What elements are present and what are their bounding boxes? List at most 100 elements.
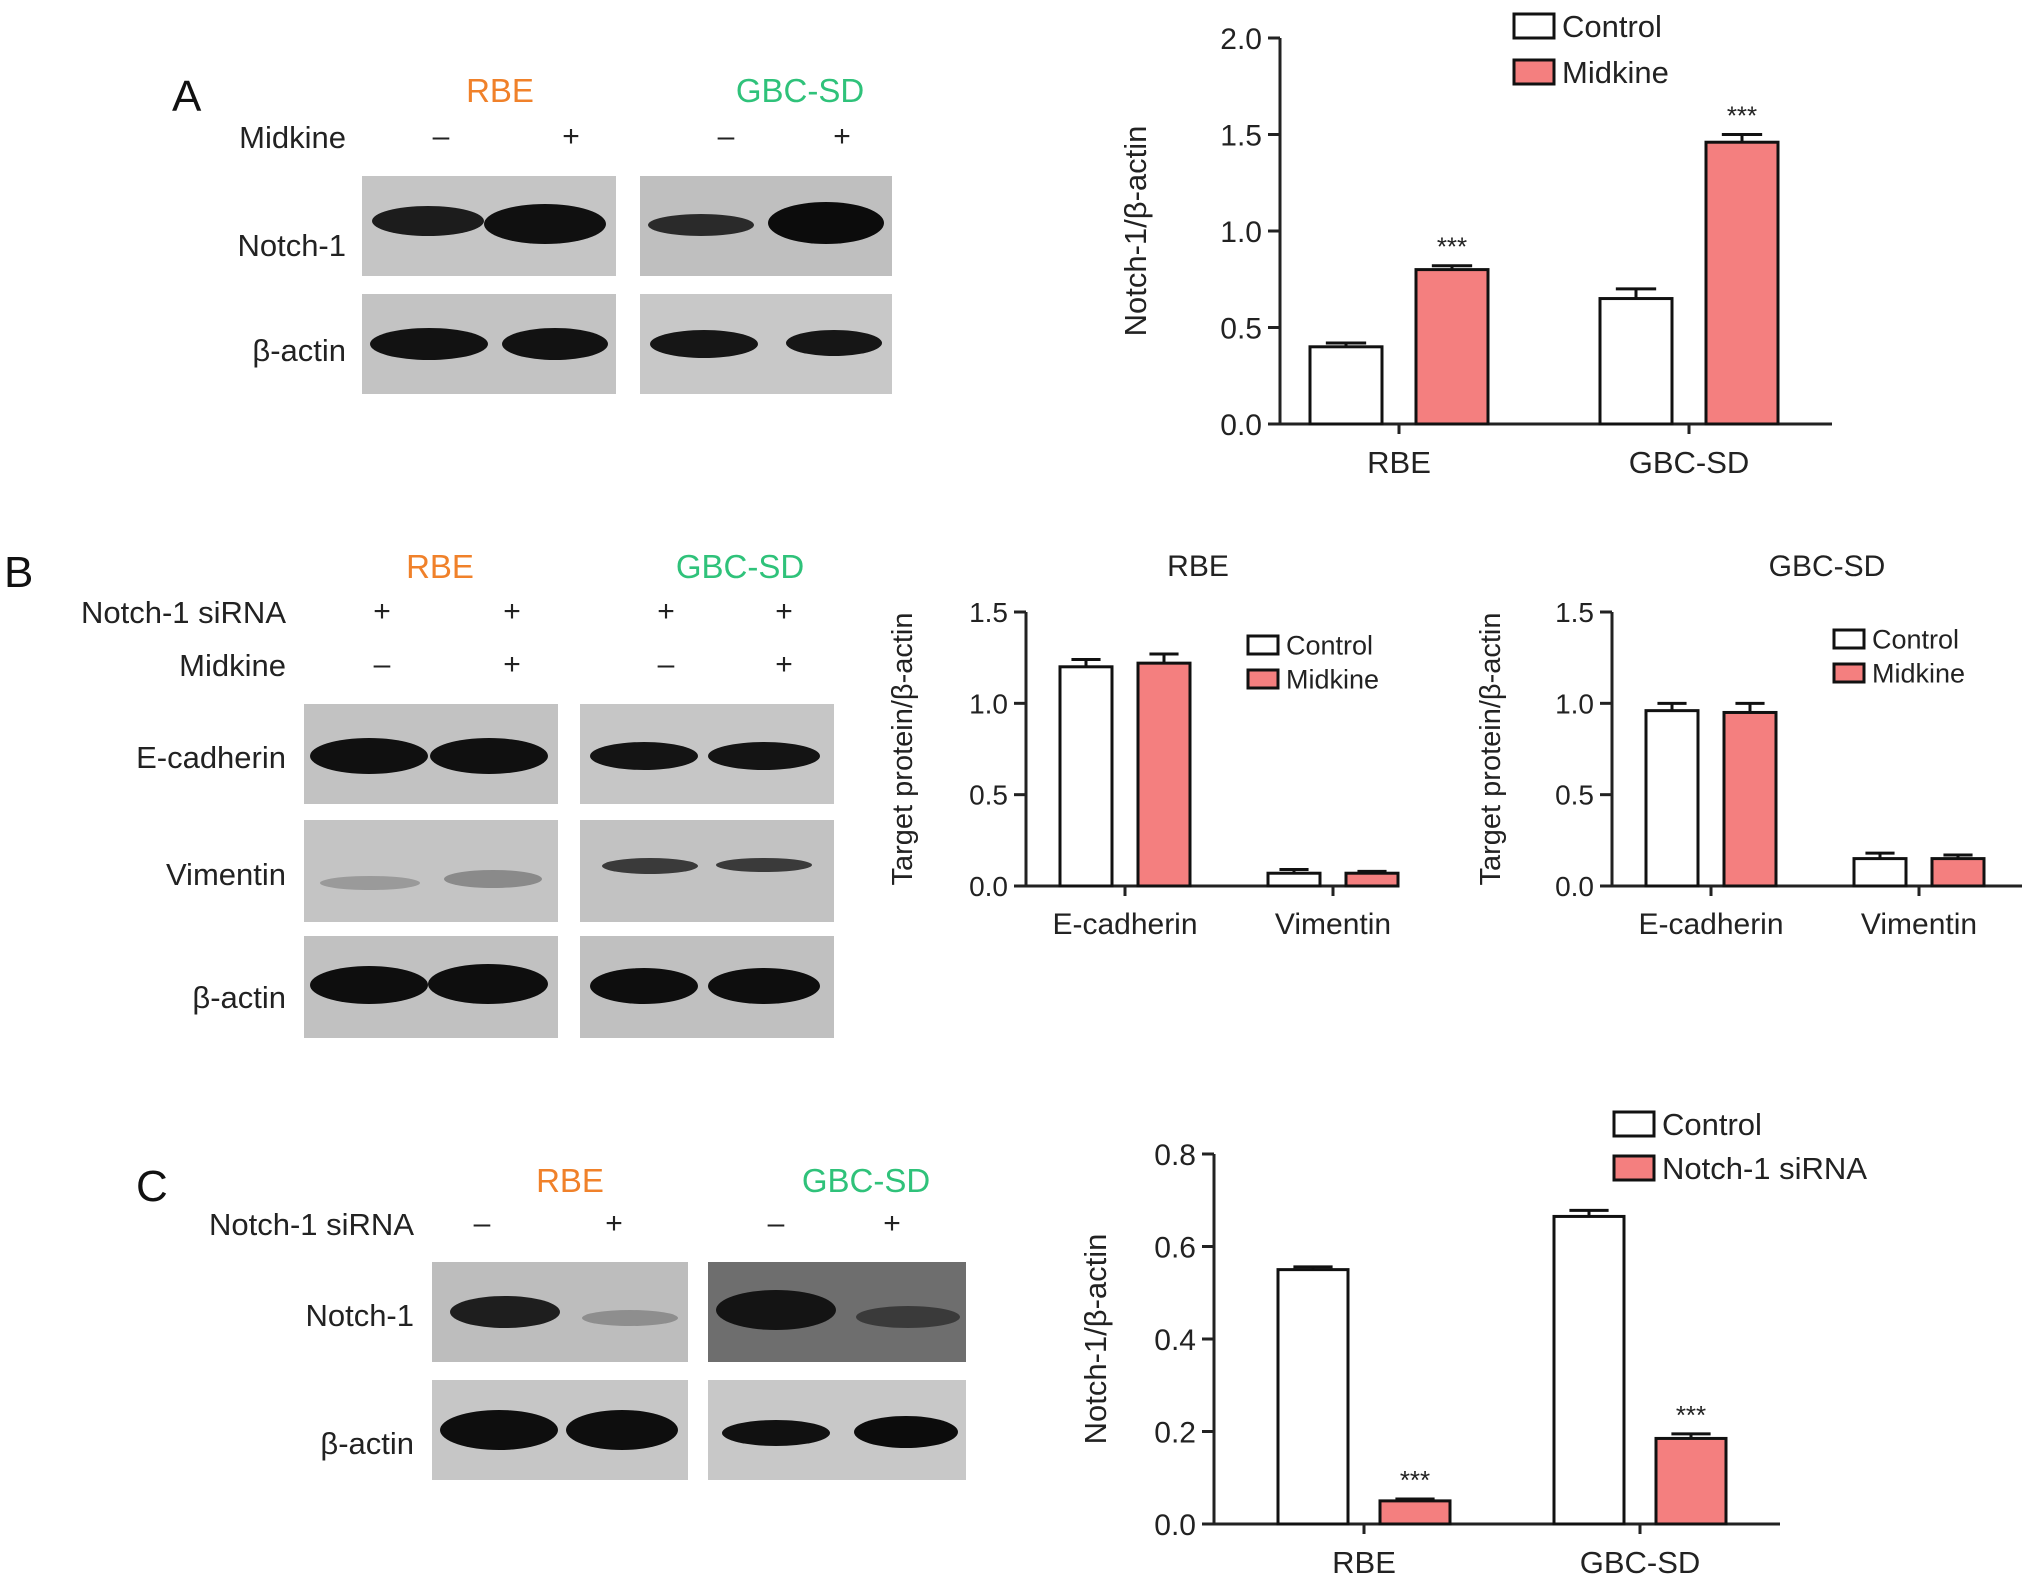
western-blot-image xyxy=(304,936,558,1038)
chart-c-legend-swatch xyxy=(1612,1154,1656,1182)
chart-b1-x-tick-label: E-cadherin xyxy=(1052,908,1197,941)
chart-c-y-tick-label: 0.2 xyxy=(1154,1416,1196,1449)
chart-b2-x-tick-label: Vimentin xyxy=(1861,908,1977,941)
blot-row-label: β-actin xyxy=(192,980,286,1015)
chart-b1-legend-swatch xyxy=(1246,634,1280,656)
treatment-label-midkine: Midkine xyxy=(179,648,286,683)
chart-b2-legend-swatch xyxy=(1832,662,1866,684)
chart-c-bar xyxy=(1378,1499,1452,1526)
western-blot-image xyxy=(580,936,834,1038)
chart-c-significance-label: *** xyxy=(1400,1465,1430,1495)
treatment-sign: + xyxy=(503,648,521,681)
chart-c-bar xyxy=(1552,1214,1626,1526)
western-blot-image xyxy=(640,294,892,394)
chart-a-y-tick-label: 1.5 xyxy=(1220,119,1262,152)
chart-a-y-tick-label: 1.0 xyxy=(1220,216,1262,249)
chart-c-y-tick-label: 0.6 xyxy=(1154,1231,1196,1264)
western-blot-image xyxy=(304,704,558,804)
chart-b2-y-tick-label: 1.0 xyxy=(1555,688,1594,719)
chart-b2-y-axis-label: Target protein/β-actin xyxy=(1475,613,1507,886)
chart-b1-bar xyxy=(1344,871,1400,888)
chart-a-legend-swatch xyxy=(1512,12,1556,40)
chart-a-significance-label: *** xyxy=(1437,232,1467,262)
western-blot-image xyxy=(708,1262,966,1362)
chart-b2-y-tick-label: 0.0 xyxy=(1555,871,1594,902)
blot-row-label: Notch-1 xyxy=(237,228,346,263)
chart-a-bar xyxy=(1704,140,1780,426)
treatment-sign: + xyxy=(883,1207,901,1240)
chart-b2-bar xyxy=(1930,857,1986,888)
treatment-sign: + xyxy=(775,648,793,681)
chart-a-y-tick-label: 2.0 xyxy=(1220,23,1262,56)
panel-letter-c: C xyxy=(136,1162,168,1211)
blot-row-label: β-actin xyxy=(252,333,346,368)
chart-b1-y-tick-label: 1.5 xyxy=(969,597,1008,628)
cell-line-gbcsd-label: GBC-SD xyxy=(675,548,805,585)
western-blot-image xyxy=(432,1380,688,1480)
chart-b1-legend-swatch xyxy=(1246,668,1280,690)
chart-b1-y-tick-label: 1.0 xyxy=(969,688,1008,719)
chart-a-y-tick-label: 0.0 xyxy=(1220,409,1262,442)
chart-c-x-tick-label: GBC-SD xyxy=(1580,1545,1701,1580)
chart-b1-x-tick-label: Vimentin xyxy=(1275,908,1391,941)
chart-c-bar xyxy=(1276,1268,1350,1526)
cell-line-gbcsd-label: GBC-SD xyxy=(801,1162,931,1199)
blot-row-label: Vimentin xyxy=(165,857,286,892)
treatment-label-notch1-sirna: Notch-1 siRNA xyxy=(81,595,286,630)
chart-b1-legend-label: Midkine xyxy=(1286,665,1379,695)
treatment-sign: – xyxy=(473,1207,491,1240)
western-blot-image xyxy=(362,176,616,276)
chart-b2-legend-label: Control xyxy=(1872,625,1959,655)
chart-c-legend-swatch xyxy=(1612,1110,1656,1138)
western-blot-image xyxy=(640,176,892,276)
chart-a-y-tick-label: 0.5 xyxy=(1220,312,1262,345)
chart-b1-y-tick-label: 0.5 xyxy=(969,780,1008,811)
blot-row-label: β-actin xyxy=(320,1426,414,1461)
chart-c-y-tick-label: 0.8 xyxy=(1154,1139,1196,1172)
treatment-sign: – xyxy=(432,120,450,153)
panel-letter-b: B xyxy=(4,548,34,597)
treatment-sign: + xyxy=(503,595,521,628)
chart-c-y-tick-label: 0.4 xyxy=(1154,1324,1196,1357)
treatment-sign: + xyxy=(775,595,793,628)
chart-b2-y-tick-label: 1.5 xyxy=(1555,597,1594,628)
chart-b1-bar xyxy=(1266,871,1322,888)
treatment-label-notch1-sirna: Notch-1 siRNA xyxy=(209,1207,414,1242)
western-blot-image xyxy=(580,704,834,804)
western-blot-image xyxy=(580,820,834,922)
chart-a-legend-swatch xyxy=(1512,58,1556,86)
treatment-sign: + xyxy=(833,120,851,153)
chart-b1-bar xyxy=(1136,661,1192,888)
chart-c-legend-label: Notch-1 siRNA xyxy=(1662,1151,1867,1186)
chart-a-x-tick-label: GBC-SD xyxy=(1629,445,1750,480)
treatment-sign: + xyxy=(373,595,391,628)
chart-a-y-axis-label: Notch-1/β-actin xyxy=(1118,126,1153,337)
chart-c-x-tick-label: RBE xyxy=(1332,1545,1396,1580)
treatment-sign: – xyxy=(373,648,391,681)
cell-line-rbe-label: RBE xyxy=(466,72,534,109)
chart-a-bar xyxy=(1598,297,1674,426)
chart-b2-bar xyxy=(1852,857,1908,888)
cell-line-rbe-label: RBE xyxy=(536,1162,604,1199)
chart-a-bar xyxy=(1308,345,1384,426)
chart-b2-legend-label: Midkine xyxy=(1872,659,1965,689)
chart-b2-y-tick-label: 0.5 xyxy=(1555,780,1594,811)
chart-c-significance-label: *** xyxy=(1676,1400,1706,1430)
chart-a-legend-label: Control xyxy=(1562,9,1662,44)
treatment-sign: – xyxy=(717,120,735,153)
treatment-sign: – xyxy=(767,1207,785,1240)
chart-c-y-tick-label: 0.0 xyxy=(1154,1509,1196,1542)
chart-a-x-tick-label: RBE xyxy=(1367,445,1431,480)
western-blot-image xyxy=(362,294,616,394)
chart-b2-title: GBC-SD xyxy=(1769,550,1886,583)
chart-b1-y-tick-label: 0.0 xyxy=(969,871,1008,902)
treatment-sign: + xyxy=(562,120,580,153)
treatment-sign: + xyxy=(657,595,675,628)
treatment-sign: + xyxy=(605,1207,623,1240)
chart-a-bar xyxy=(1414,268,1490,426)
chart-b2-legend-swatch xyxy=(1832,628,1866,650)
chart-b1-y-axis-label: Target protein/β-actin xyxy=(887,613,919,886)
treatment-label-midkine: Midkine xyxy=(239,120,346,155)
western-blot-image xyxy=(432,1262,688,1362)
